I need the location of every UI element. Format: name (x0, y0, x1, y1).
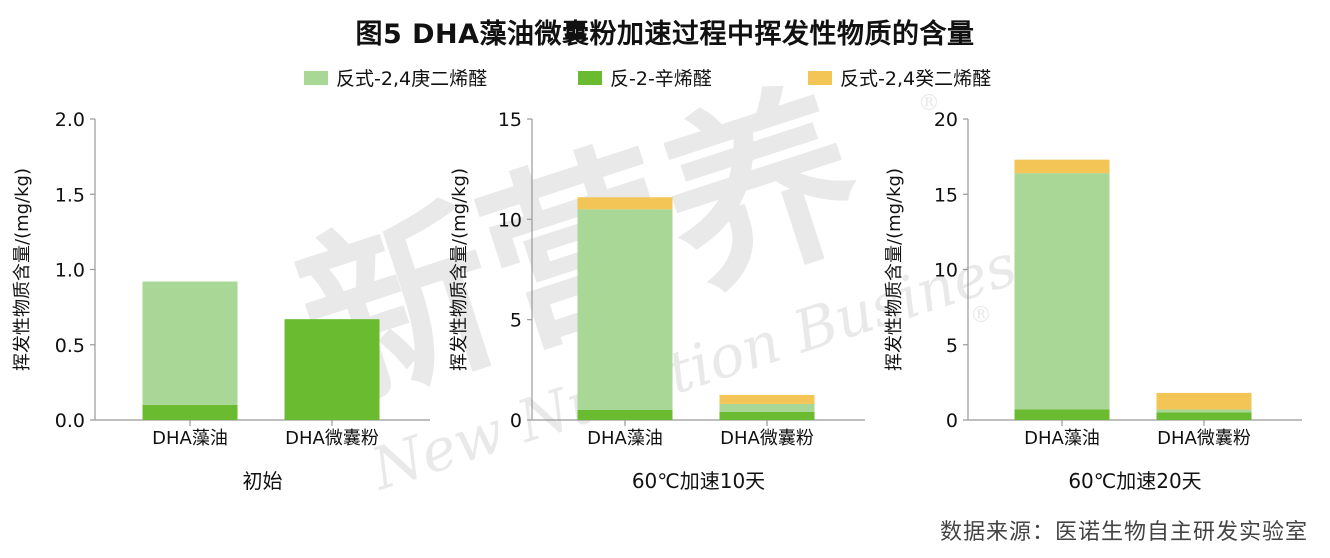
panel-0-y-axis-label: 挥发性物质含量/(mg/kg) (12, 168, 33, 371)
panel-2-bar-0-series-0 (1014, 409, 1110, 420)
panel-1-ytick-label-0: 0 (510, 410, 522, 432)
panel-1-bar-1-series-2 (719, 394, 815, 404)
panel-2-bar-1-series-1 (1156, 409, 1252, 413)
watermark-mark-2: ® (970, 303, 992, 328)
legend-swatch-octenal (578, 70, 602, 85)
panel-0-ytick-label-2: 1.0 (55, 260, 85, 282)
legend-label-octenal: 反-2-辛烯醛 (610, 68, 712, 90)
panel-1-subtitle: 60℃加速10天 (632, 469, 765, 493)
panel-0-ytick-label-1: 0.5 (55, 335, 85, 357)
panel-2-bar-1-series-0 (1156, 412, 1252, 420)
panel-1-category-label-0: DHA藻油 (587, 428, 663, 449)
panel-1-bar-1-series-1 (719, 403, 815, 412)
panel-1-bar-0-series-2 (577, 197, 673, 210)
panel-0-ytick-label-3: 1.5 (55, 184, 85, 206)
watermark-mark-1: ® (918, 91, 940, 116)
panel-0-bar-0-series-1 (142, 281, 238, 405)
legend-label-heptadienal: 反式-2,4庚二烯醛 (336, 68, 488, 90)
panel-1-ytick-label-2: 10 (498, 209, 522, 231)
panel-2-y-axis-label: 挥发性物质含量/(mg/kg) (884, 168, 905, 371)
panel-1-bar-0-series-0 (577, 409, 673, 420)
panel-0-bar-1-series-0 (284, 319, 380, 420)
panel-2-ytick-label-0: 0 (946, 410, 958, 432)
panel-0-ytick-label-0: 0.0 (55, 410, 85, 432)
panel-0-category-label-1: DHA微囊粉 (285, 428, 379, 449)
panel-2-subtitle: 60℃加速20天 (1068, 469, 1201, 493)
panel-0-bar-0-series-0 (142, 404, 238, 420)
panel-2-bar-1-series-2 (1156, 392, 1252, 410)
legend-label-decadienal: 反式-2,4癸二烯醛 (840, 68, 992, 90)
panel-2-ytick-label-4: 20 (934, 109, 958, 131)
legend: 反式-2,4庚二烯醛 反-2-辛烯醛 反式-2,4癸二烯醛 (0, 64, 1330, 90)
panel-2-category-label-1: DHA微囊粉 (1157, 428, 1251, 449)
panel-2-bar-0-series-1 (1014, 173, 1110, 410)
panel-1-category-label-1: DHA微囊粉 (720, 428, 814, 449)
legend-swatch-heptadienal (304, 70, 328, 85)
panel-1-bar-1-series-0 (719, 411, 815, 420)
panel-2-ytick-label-2: 10 (934, 260, 958, 282)
panel-1-ytick-label-1: 5 (510, 310, 522, 332)
panel-0-subtitle: 初始 (243, 469, 283, 493)
panel-1-ytick-label-3: 15 (498, 109, 522, 131)
legend-item-decadienal: 反式-2,4癸二烯醛 (808, 64, 991, 91)
legend-item-octenal: 反-2-辛烯醛 (578, 64, 712, 91)
panel-1-bar-0-series-1 (577, 209, 673, 410)
panel-1-y-axis-label: 挥发性物质含量/(mg/kg) (449, 168, 470, 371)
panel-2-category-label-0: DHA藻油 (1024, 428, 1100, 449)
panel-0-ytick-label-4: 2.0 (55, 109, 85, 131)
panel-2-bar-0-series-2 (1014, 159, 1110, 174)
panel-2-ytick-label-3: 15 (934, 184, 958, 206)
legend-swatch-decadienal (808, 70, 832, 85)
chart-title: 图5 DHA藻油微囊粉加速过程中挥发性物质的含量 (355, 19, 975, 50)
legend-item-heptadienal: 反式-2,4庚二烯醛 (304, 64, 487, 91)
data-source: 数据来源：医诺生物自主研发实验室 (939, 520, 1308, 545)
panel-2-ytick-label-1: 5 (946, 335, 958, 357)
panel-0-category-label-0: DHA藻油 (152, 428, 228, 449)
